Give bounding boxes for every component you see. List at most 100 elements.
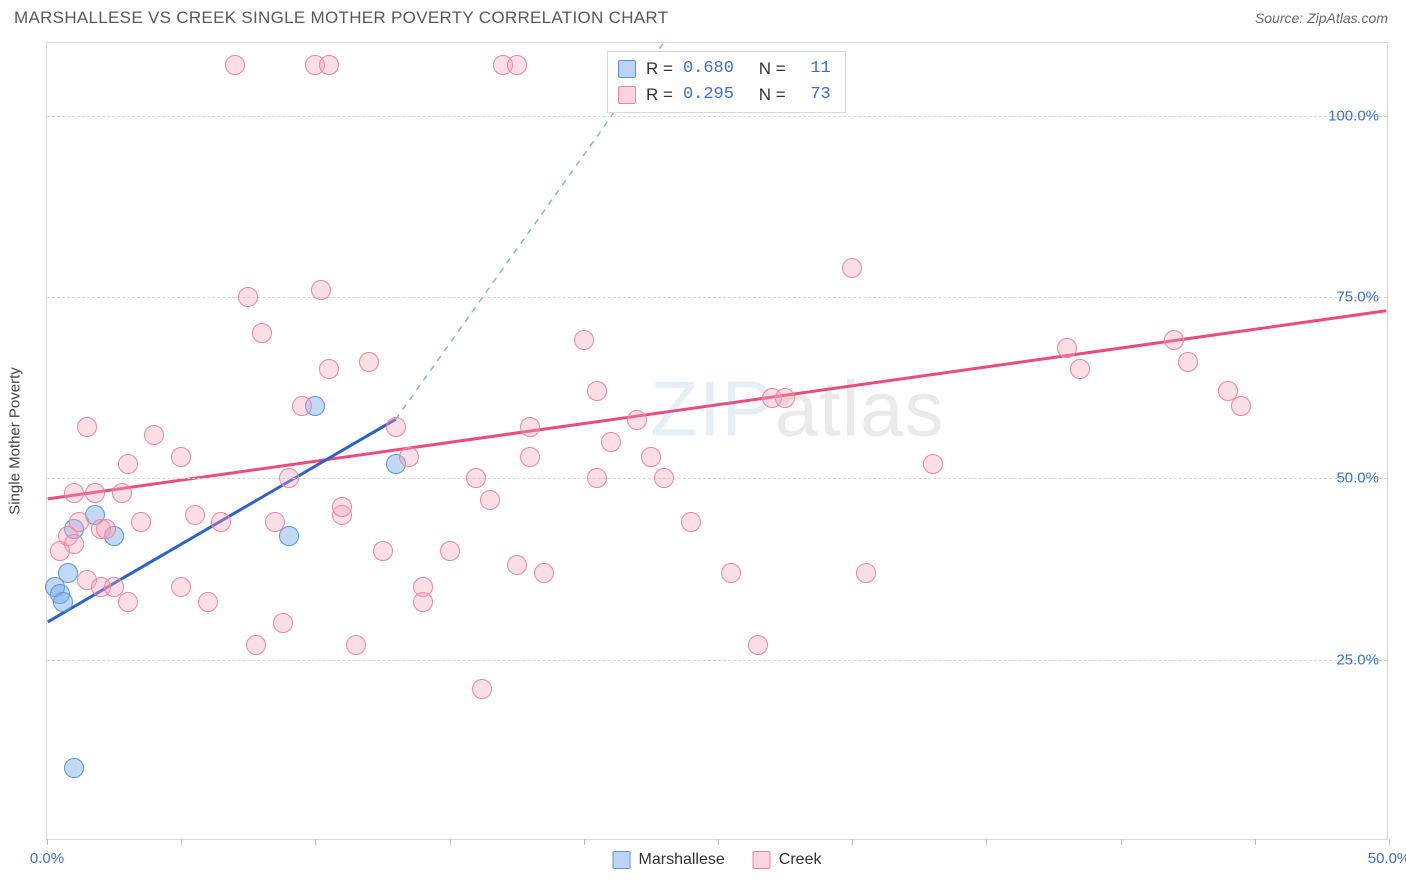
data-point — [721, 563, 741, 583]
source-label: Source: ZipAtlas.com — [1255, 10, 1388, 26]
data-point — [64, 483, 84, 503]
y-tick-label: 75.0% — [1336, 288, 1379, 305]
data-point — [534, 563, 554, 583]
y-tick-label: 50.0% — [1336, 470, 1379, 487]
data-point — [359, 352, 379, 372]
data-point — [520, 417, 540, 437]
data-point — [198, 592, 218, 612]
data-point — [292, 396, 312, 416]
data-point — [225, 55, 245, 75]
data-point — [1164, 330, 1184, 350]
data-point — [627, 410, 647, 430]
data-point — [1057, 338, 1077, 358]
y-tick-label: 25.0% — [1336, 651, 1379, 668]
x-tick — [181, 839, 182, 845]
data-point — [185, 505, 205, 525]
watermark-bold: ZIP — [650, 365, 774, 453]
plot-area: ZIPatlas 25.0%50.0%75.0%100.0%0.0%50.0% — [47, 43, 1387, 839]
x-tick — [718, 839, 719, 845]
data-point — [472, 679, 492, 699]
x-tick-label: 0.0% — [30, 850, 64, 867]
legend: Marshallese Creek — [613, 851, 822, 869]
x-tick — [315, 839, 316, 845]
grid-line — [47, 660, 1387, 661]
x-tick — [47, 839, 48, 845]
n-value-2: 73 — [810, 82, 830, 108]
r-value-2: 0.295 — [683, 82, 734, 108]
data-point — [399, 447, 419, 467]
stats-row-2: R = 0.295 N = 73 — [618, 82, 831, 108]
data-point — [112, 483, 132, 503]
data-point — [252, 323, 272, 343]
data-point — [641, 447, 661, 467]
data-point — [85, 483, 105, 503]
grid-line — [47, 478, 1387, 479]
data-point — [332, 497, 352, 517]
y-tick-label: 100.0% — [1328, 107, 1379, 124]
data-point — [58, 563, 78, 583]
data-point — [413, 592, 433, 612]
grid-line — [47, 116, 1387, 117]
stats-box: R = 0.680 N = 11 R = 0.295 N = 73 — [607, 51, 846, 113]
data-point — [507, 55, 527, 75]
data-point — [520, 447, 540, 467]
data-point — [319, 359, 339, 379]
data-point — [373, 541, 393, 561]
data-point — [211, 512, 231, 532]
data-point — [238, 287, 258, 307]
x-tick — [1389, 839, 1390, 845]
data-point — [118, 592, 138, 612]
data-point — [748, 635, 768, 655]
n-value-1: 11 — [810, 56, 830, 82]
data-point — [144, 425, 164, 445]
legend-item-1: Marshallese — [613, 851, 725, 869]
watermark: ZIPatlas — [650, 364, 944, 455]
data-point — [480, 490, 500, 510]
data-point — [265, 512, 285, 532]
x-tick — [450, 839, 451, 845]
trend-lines — [47, 43, 1387, 839]
data-point — [856, 563, 876, 583]
data-point — [77, 417, 97, 437]
data-point — [131, 512, 151, 532]
data-point — [171, 447, 191, 467]
data-point — [64, 758, 84, 778]
data-point — [601, 432, 621, 452]
data-point — [654, 468, 674, 488]
x-tick — [852, 839, 853, 845]
data-point — [279, 468, 299, 488]
data-point — [842, 258, 862, 278]
x-tick-label: 50.0% — [1368, 850, 1406, 867]
swatch-pink-icon — [753, 851, 771, 869]
swatch-blue-icon — [618, 60, 636, 78]
r-value-1: 0.680 — [683, 56, 734, 82]
x-tick — [1121, 839, 1122, 845]
chart-title: MARSHALLESE VS CREEK SINGLE MOTHER POVER… — [14, 8, 668, 28]
data-point — [69, 512, 89, 532]
data-point — [64, 534, 84, 554]
data-point — [507, 555, 527, 575]
r-label: R = — [646, 82, 673, 108]
x-tick — [1255, 839, 1256, 845]
data-point — [311, 280, 331, 300]
swatch-pink-icon — [618, 86, 636, 104]
legend-label-1: Marshallese — [639, 851, 725, 869]
n-label: N = — [759, 82, 786, 108]
x-tick — [986, 839, 987, 845]
r-label: R = — [646, 56, 673, 82]
data-point — [171, 577, 191, 597]
data-point — [1178, 352, 1198, 372]
data-point — [775, 388, 795, 408]
data-point — [1231, 396, 1251, 416]
data-point — [319, 55, 339, 75]
chart-container: Single Mother Poverty ZIPatlas 25.0%50.0… — [46, 42, 1388, 840]
data-point — [587, 381, 607, 401]
x-tick — [584, 839, 585, 845]
legend-label-2: Creek — [779, 851, 822, 869]
n-label: N = — [759, 56, 786, 82]
data-point — [574, 330, 594, 350]
y-axis-label: Single Mother Poverty — [7, 367, 24, 515]
data-point — [466, 468, 486, 488]
watermark-light: atlas — [775, 365, 945, 453]
data-point — [273, 613, 293, 633]
